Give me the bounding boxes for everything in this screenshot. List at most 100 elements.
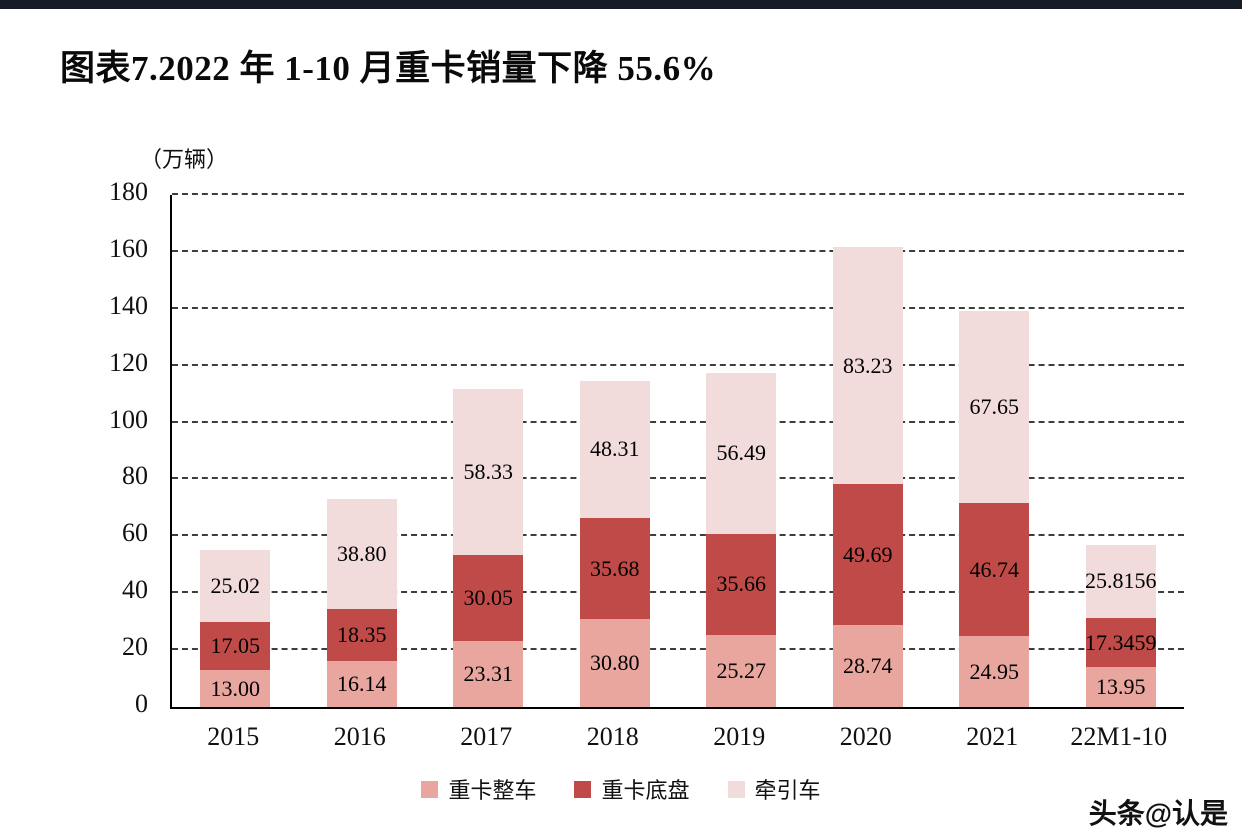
y-tick-label-80: 80	[122, 461, 148, 491]
plot-area: 13.00 17.05 25.02 16.14 18.35 38.80 23.31 30.05…	[170, 193, 1184, 709]
segment-重卡底盘-2019: 35.66	[706, 533, 777, 636]
gridline-100	[172, 420, 1184, 423]
segment-value-label: 25.02	[210, 572, 261, 598]
segment-value-label: 13.00	[210, 675, 261, 701]
legend-item-重卡整车: 重卡整车	[421, 773, 536, 805]
stacked-bar-22M1-10: 13.95 17.3459 25.8156	[1085, 544, 1157, 707]
segment-value-label: 17.05	[210, 632, 261, 658]
legend-swatch-icon	[421, 780, 439, 798]
bar-group-2021: 24.95 46.74 67.65	[931, 195, 1058, 707]
y-axis-ticks: 0 20 40 60 80 100 120 140 160 180	[80, 179, 160, 717]
y-tick-label-160: 160	[109, 233, 148, 263]
segment-value-label: 67.65	[969, 393, 1020, 419]
bar-group-2018: 30.80 35.68 48.31	[552, 195, 679, 707]
segment-value-label: 30.80	[590, 650, 640, 676]
legend-item-重卡底盘: 重卡底盘	[574, 773, 690, 805]
segment-重卡整车-2016: 16.14	[326, 661, 397, 707]
y-tick-label-180: 180	[109, 177, 148, 206]
gridline-180	[172, 193, 1184, 195]
segment-重卡整车-2020: 28.74	[832, 625, 903, 707]
top-accent-bar	[0, 0, 1242, 9]
segment-value-label: 30.05	[463, 584, 514, 610]
gridline-40	[172, 591, 1184, 594]
chart-title: 图表7.2022 年 1-10 月重卡销量下降 55.6%	[60, 49, 717, 88]
stacked-bar-2021: 24.95 46.74 67.65	[959, 310, 1030, 707]
y-tick-label-20: 20	[122, 632, 148, 662]
segment-重卡底盘-2018: 35.68	[579, 517, 650, 620]
segment-牵引车-2018: 48.31	[579, 380, 650, 518]
stacked-bar-2018: 30.80 35.68 48.31	[579, 380, 650, 707]
segment-牵引车-2016: 38.80	[326, 498, 397, 609]
bar-group-2017: 23.31 30.05 58.33	[425, 195, 552, 707]
segment-value-label: 58.33	[463, 459, 514, 485]
stacked-bar-2015: 13.00 17.05 25.02	[200, 550, 271, 707]
stacked-bar-2019: 25.27 35.66 56.49	[706, 373, 777, 707]
segment-value-label: 35.66	[716, 571, 767, 597]
legend-label: 重卡底盘	[601, 778, 690, 803]
bar-group-2020: 28.74 49.69 83.23	[805, 195, 932, 707]
segment-牵引车-2020: 83.23	[832, 247, 903, 484]
gridline-20	[172, 648, 1184, 651]
segment-重卡底盘-2017: 30.05	[453, 555, 524, 641]
legend: 重卡整车 重卡底盘 牵引车	[0, 773, 1242, 805]
segment-重卡底盘-2016: 18.35	[326, 608, 397, 662]
segment-牵引车-22M1-10: 25.8156	[1085, 544, 1157, 618]
segment-value-label: 83.23	[843, 352, 893, 378]
segment-value-label: 46.74	[969, 556, 1020, 582]
legend-swatch-icon	[574, 780, 592, 798]
gridline-120	[172, 363, 1184, 366]
x-tick-label-2017: 2017	[460, 722, 513, 751]
y-axis-unit-label: （万辆）	[140, 147, 229, 172]
watermark: 头条@认是	[1088, 798, 1228, 829]
legend-swatch-icon	[727, 780, 745, 798]
segment-value-label: 17.3459	[1085, 629, 1157, 655]
segment-牵引车-2019: 56.49	[706, 373, 777, 534]
gridline-160	[172, 249, 1184, 252]
segment-重卡整车-22M1-10: 13.95	[1085, 667, 1156, 707]
segment-value-label: 18.35	[337, 622, 387, 647]
segment-value-label: 48.31	[590, 436, 640, 462]
x-tick-label-2021: 2021	[966, 722, 1019, 751]
gridline-80	[172, 477, 1184, 480]
stacked-bar-2020: 28.74 49.69 83.23	[832, 247, 903, 707]
segment-value-label: 38.80	[337, 540, 387, 566]
segment-重卡整车-2019: 25.27	[706, 635, 777, 707]
segment-牵引车-2017: 58.33	[453, 389, 524, 556]
segment-value-label: 13.95	[1096, 674, 1146, 700]
bar-group-22M1-10: 13.95 17.3459 25.8156	[1058, 195, 1185, 707]
bar-group-2016: 16.14 18.35 38.80	[299, 195, 426, 707]
segment-value-label: 24.95	[969, 658, 1020, 684]
segment-value-label: 25.8156	[1085, 568, 1157, 594]
segment-value-label: 56.49	[716, 440, 767, 466]
y-tick-label-140: 140	[109, 290, 148, 320]
x-tick-label-2018: 2018	[586, 722, 639, 751]
stacked-bar-2016: 16.14 18.35 38.80	[326, 498, 397, 707]
segment-value-label: 28.74	[843, 653, 893, 679]
bar-group-2019: 25.27 35.66 56.49	[678, 195, 805, 707]
gridline-140	[172, 306, 1184, 309]
segment-value-label: 35.68	[590, 555, 640, 581]
y-tick-label-0: 0	[135, 689, 148, 718]
legend-label: 重卡整车	[448, 778, 537, 803]
gridline-60	[172, 534, 1184, 537]
legend-item-牵引车: 牵引车	[727, 773, 821, 805]
x-tick-label-22M1-10: 22M1-10	[1070, 722, 1168, 751]
y-tick-label-60: 60	[122, 518, 148, 548]
x-tick-label-2020: 2020	[839, 722, 892, 751]
segment-value-label: 49.69	[843, 541, 893, 567]
segment-牵引车-2015: 25.02	[200, 550, 271, 622]
y-tick-label-120: 120	[109, 347, 148, 377]
segment-重卡底盘-22M1-10: 17.3459	[1085, 618, 1157, 668]
segment-value-label: 25.27	[716, 658, 767, 684]
segment-value-label: 16.14	[337, 671, 387, 697]
segment-重卡底盘-2020: 49.69	[832, 483, 903, 626]
segment-value-label: 23.31	[463, 660, 514, 686]
segment-重卡整车-2015: 13.00	[200, 670, 271, 707]
segment-重卡整车-2017: 23.31	[453, 640, 524, 707]
segment-牵引车-2021: 67.65	[959, 310, 1030, 504]
segment-重卡底盘-2015: 17.05	[200, 621, 271, 671]
bars-container: 13.00 17.05 25.02 16.14 18.35 38.80 23.31 30.05…	[172, 195, 1184, 707]
y-tick-label-40: 40	[122, 575, 148, 605]
bar-group-2015: 13.00 17.05 25.02	[172, 195, 299, 707]
segment-重卡整车-2021: 24.95	[959, 636, 1030, 707]
